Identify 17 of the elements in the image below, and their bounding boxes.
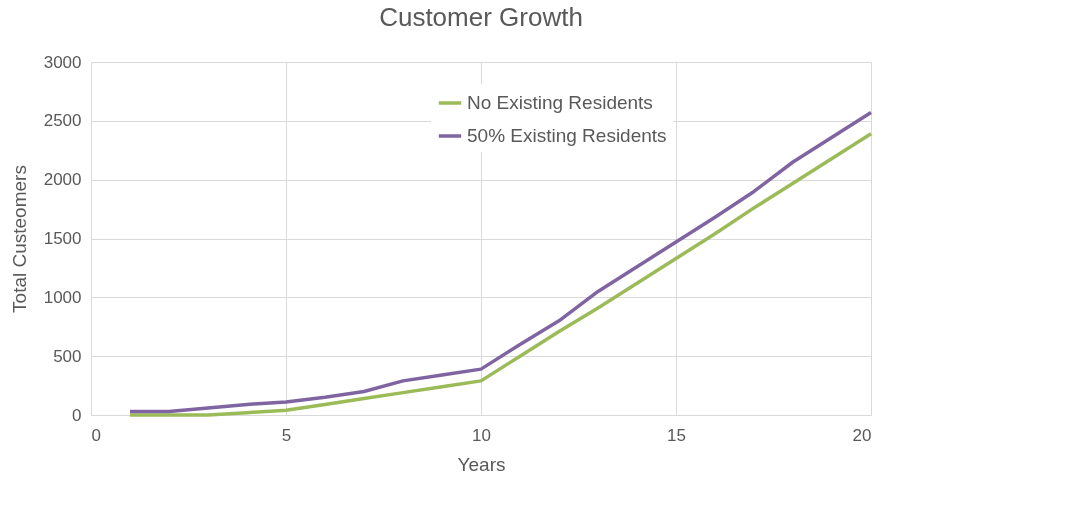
x-tick-label: 10 (472, 425, 491, 445)
legend-label: 50% Existing Residents (467, 125, 667, 146)
y-tick-label: 2000 (43, 170, 82, 190)
chart-title: Customer Growth (379, 2, 583, 32)
y-tick-label: 2500 (43, 111, 82, 131)
x-tick-label: 15 (667, 425, 686, 445)
x-axis-title: Years (457, 453, 506, 475)
legend-label: No Existing Residents (467, 92, 653, 113)
y-tick-label: 3000 (43, 52, 82, 72)
y-tick-label: 0 (72, 405, 82, 425)
x-tick-label: 20 (852, 425, 872, 445)
y-tick-label: 1000 (43, 287, 82, 307)
y-tick-label: 500 (53, 346, 82, 366)
y-tick-label: 1500 (43, 229, 82, 248)
x-tick-label: 5 (281, 425, 292, 445)
x-tick-label: 0 (91, 425, 101, 445)
y-axis-title: Total Custeomers (8, 165, 30, 313)
